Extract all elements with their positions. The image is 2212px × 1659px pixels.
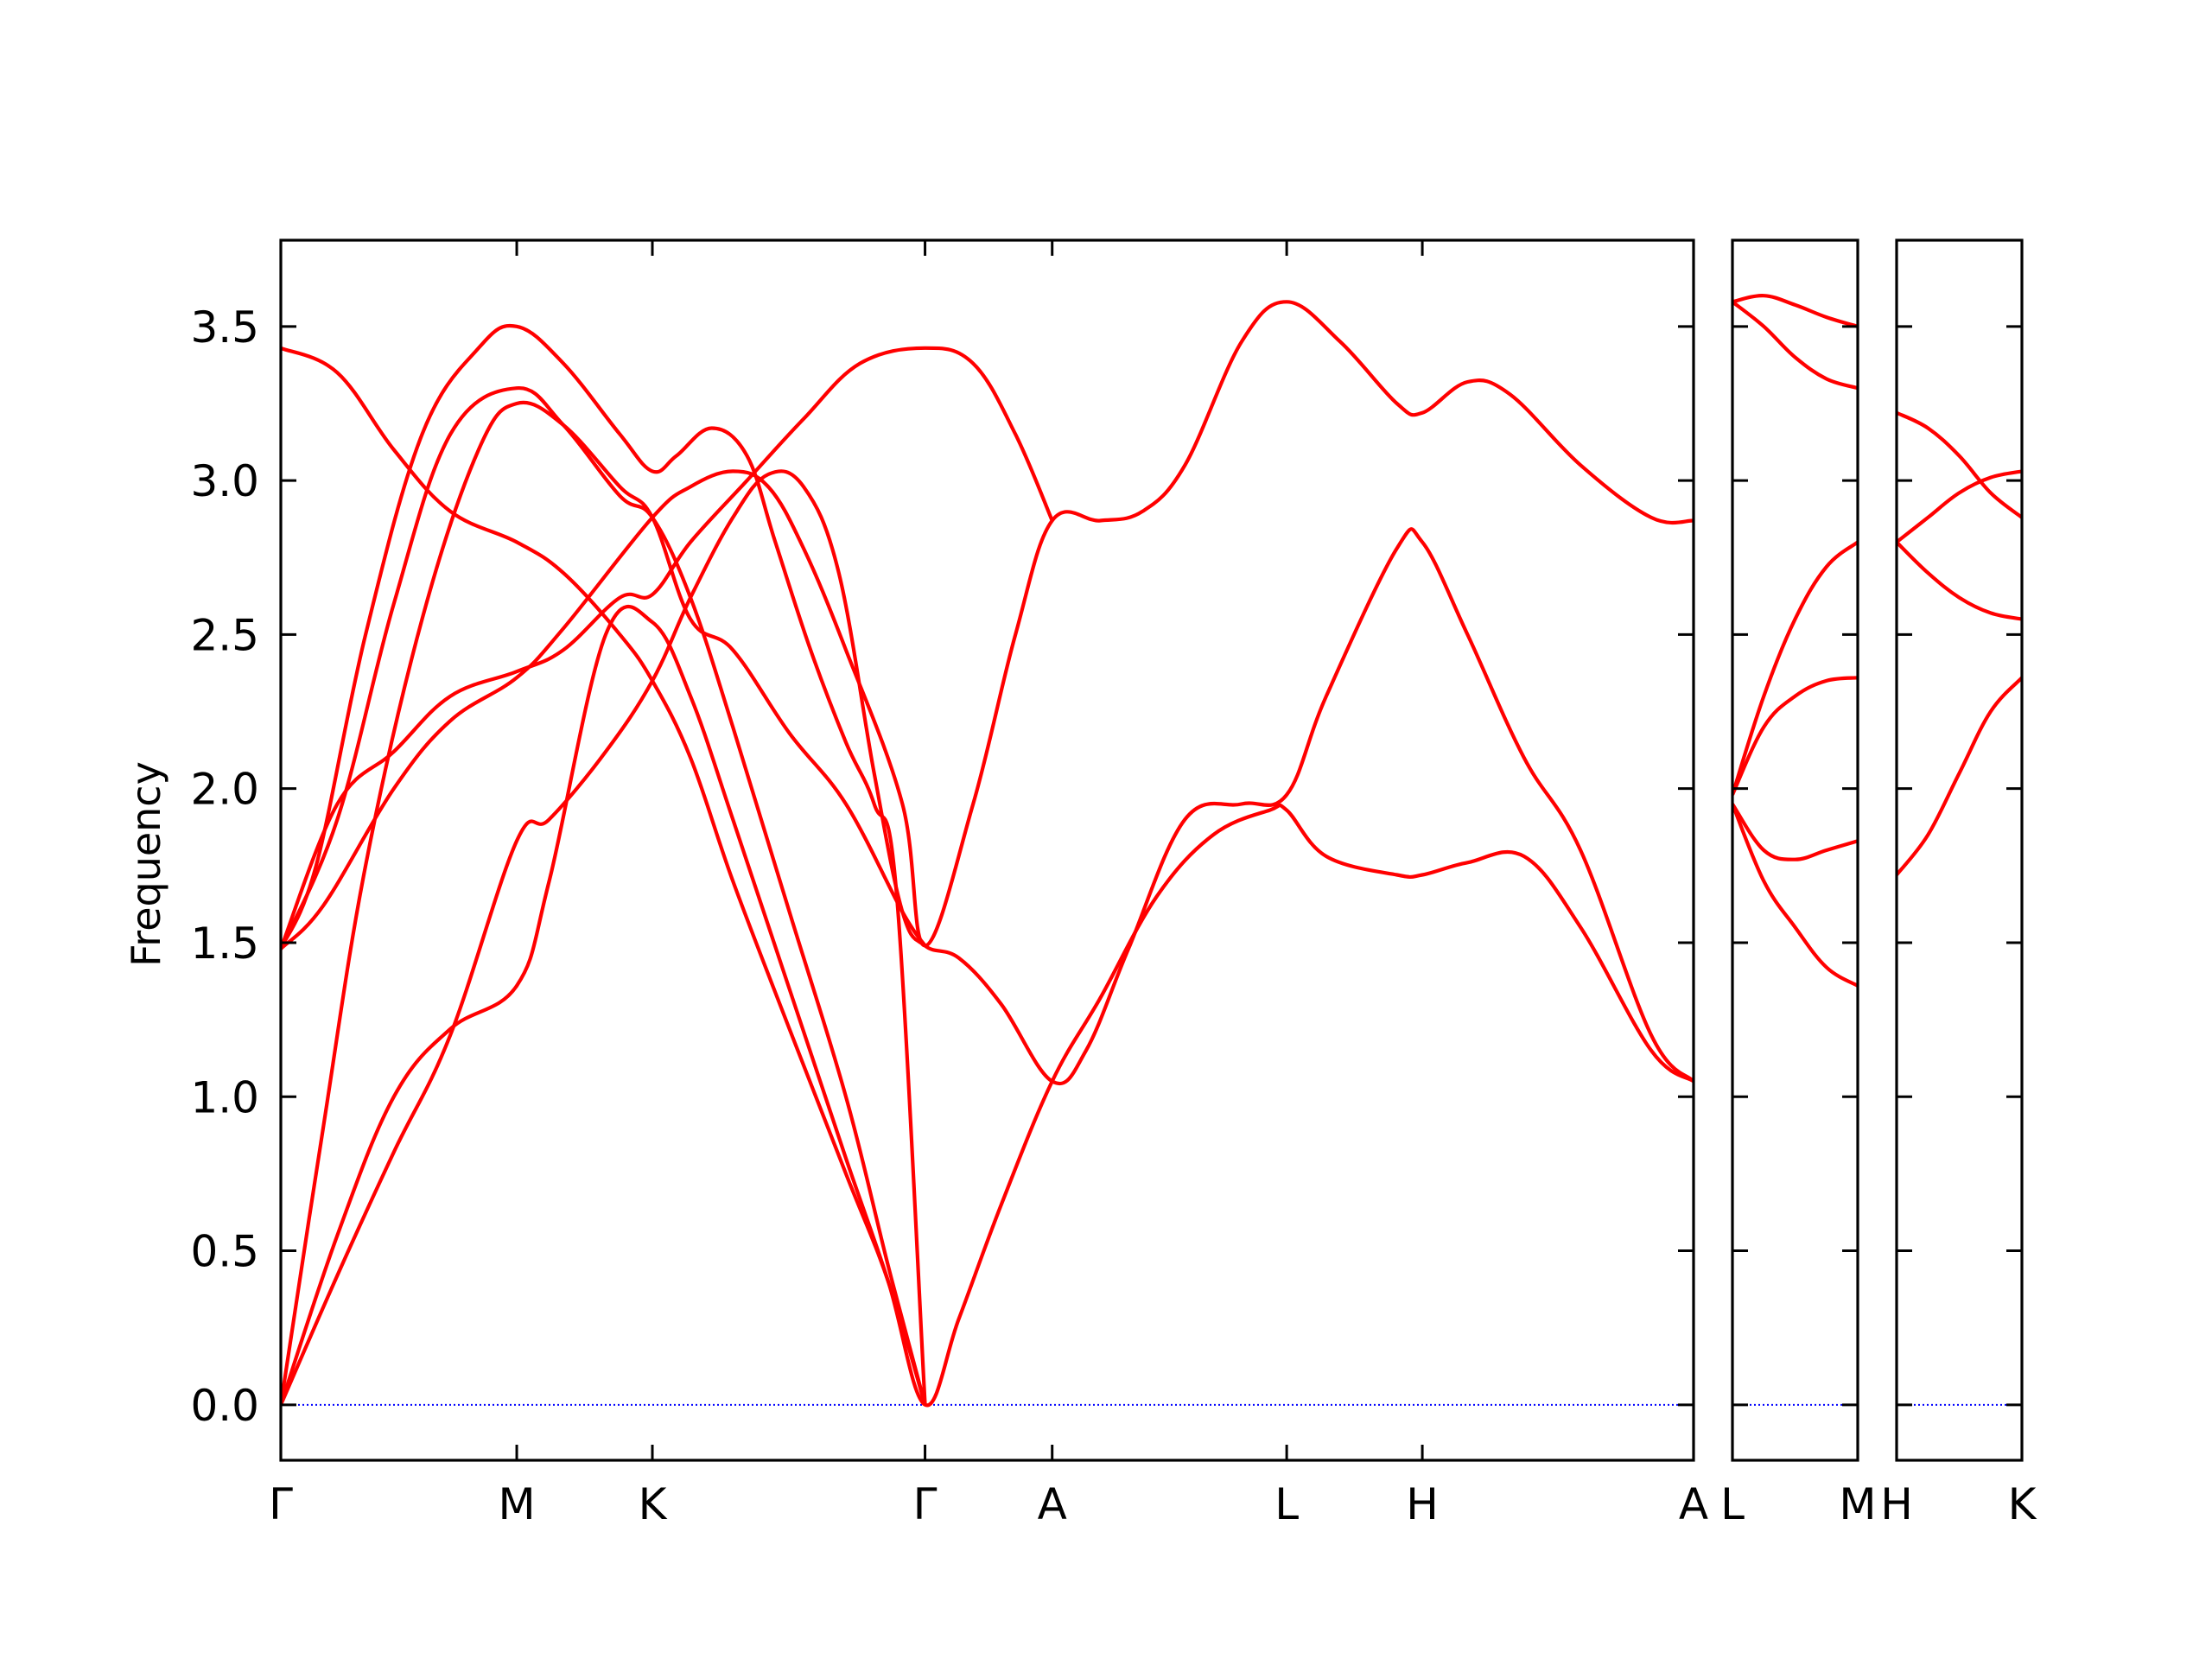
x-tick-label: A — [1038, 1479, 1067, 1529]
phonon-band-5 — [1732, 803, 1858, 861]
band-lines — [281, 300, 1694, 1408]
band-lines — [1897, 410, 2022, 876]
phonon-band-2 — [281, 604, 1694, 1408]
x-tick-label: L — [1720, 1479, 1745, 1529]
y-tick-label: 1.5 — [190, 918, 259, 969]
phonon-band-1 — [1732, 294, 1858, 328]
phonon-band-8 — [281, 346, 1054, 950]
phonon-band-2 — [1897, 469, 2022, 544]
x-tick-label: H — [1880, 1479, 1913, 1529]
phonon-band-4 — [1897, 676, 2022, 876]
y-tick-label: 1.0 — [190, 1072, 259, 1122]
phonon-band-7 — [281, 400, 927, 1406]
x-tick-label: Γ — [913, 1479, 938, 1529]
x-tick-label: H — [1406, 1479, 1439, 1529]
phonon-band-6 — [281, 346, 927, 1406]
y-tick-label: 0.0 — [190, 1381, 259, 1431]
band-lines — [1732, 294, 1858, 988]
y-tick-label: 0.5 — [190, 1227, 259, 1277]
phonon-band-5 — [281, 323, 927, 1405]
phonon-band-3 — [1897, 540, 2022, 621]
phonon-band-3 — [281, 300, 1694, 950]
y-tick-label: 3.5 — [190, 302, 259, 353]
x-tick-label: K — [639, 1479, 668, 1529]
x-tick-label: M — [1839, 1479, 1876, 1529]
phonon-band-3 — [1732, 540, 1858, 796]
phonon-band-1 — [281, 469, 1694, 1406]
x-tick-label: A — [1679, 1479, 1708, 1529]
x-tick-label: Γ — [269, 1479, 293, 1529]
panel-frame — [1895, 238, 2024, 1462]
y-tick-label: 2.5 — [190, 610, 259, 660]
phonon-band-4 — [1732, 676, 1858, 796]
phonon-band-2 — [1732, 300, 1858, 391]
x-tick-label: K — [2008, 1479, 2037, 1529]
phonon-band-6 — [1732, 803, 1858, 988]
x-tick-label: L — [1274, 1479, 1299, 1529]
y-tick-labels: 0.0 0.5 1.0 1.5 2.0 2.5 3.0 3.5 — [190, 302, 259, 1431]
panel-frame — [1731, 238, 1859, 1462]
panel-frame — [279, 238, 1695, 1462]
x-tick-label: M — [498, 1479, 535, 1529]
phonon-band-1 — [1897, 410, 2022, 519]
y-axis-label: Frequency — [123, 761, 169, 967]
y-tick-label: 3.0 — [190, 456, 259, 506]
y-tick-label: 2.0 — [190, 765, 259, 815]
